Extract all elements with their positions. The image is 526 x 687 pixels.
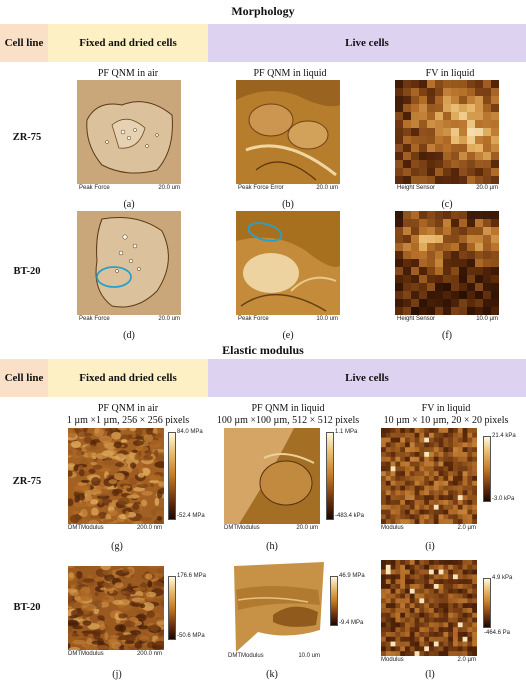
- colorbar-g: [168, 432, 176, 520]
- caption-g: (g): [111, 541, 123, 552]
- afm-image-a: [77, 80, 181, 184]
- caption-b: (b): [282, 199, 294, 210]
- afm-image-h: [224, 428, 320, 524]
- caption-e: (e): [282, 330, 294, 341]
- colorbar-k: [330, 576, 338, 626]
- caption-l: (l): [425, 669, 435, 680]
- elastic-col-2-line1: PF QNM in liquid: [251, 403, 325, 414]
- panel-i-label: Modulus: [381, 525, 404, 531]
- morph-header-fixed: Fixed and dried cells: [48, 24, 208, 62]
- colorbar-k-top: 46.9 MPa: [339, 573, 365, 579]
- afm-image-b: [236, 80, 340, 184]
- afm-image-g: [68, 428, 164, 524]
- panel-d-scale: 20.0 um: [158, 316, 180, 322]
- elastic-row-label-zr75: ZR-75: [12, 476, 42, 487]
- caption-f: (f): [442, 330, 452, 341]
- afm-image-i: [381, 428, 477, 524]
- caption-d: (d): [123, 330, 135, 341]
- morph-col-head-2: PF QNM in liquid: [253, 68, 327, 79]
- colorbar-h-top: 1.1 MPa: [335, 429, 358, 435]
- panel-f-scale: 10.0 µm: [476, 316, 498, 322]
- afm-image-l: [381, 560, 477, 656]
- morphology-title: Morphology: [231, 4, 295, 18]
- panel-j-scale: 200.0 nm: [136, 651, 162, 657]
- panel-d-label: Peak Force: [79, 316, 110, 322]
- colorbar-h: [326, 432, 334, 520]
- afm-image-e: [236, 211, 340, 315]
- elastic-col-1-line2: 1 µm ×1 µm, 256 × 256 pixels: [66, 415, 190, 426]
- elastic-col-head-1: PF QNM in air 1 µm ×1 µm, 256 × 256 pixe…: [48, 403, 208, 427]
- colorbar-j: [168, 576, 176, 640]
- panel-g-label: DMTModulus: [68, 525, 104, 531]
- panel-a-label: Peak Force: [79, 185, 110, 191]
- colorbar-g-bottom: -52.4 MPa: [177, 513, 205, 519]
- panel-b-label: Peak Force Error: [238, 185, 284, 191]
- panel-f-label: Height Sensor: [397, 316, 436, 322]
- panel-h-label: DMTModulus: [224, 525, 260, 531]
- elastic-row-label-bt20: BT-20: [13, 602, 41, 613]
- morph-header-live: Live cells: [208, 24, 526, 62]
- panel-c-scale: 20.0 µm: [476, 185, 498, 191]
- panel-b-scale: 20.0 um: [316, 185, 338, 191]
- panel-k-scale: 10.0 um: [298, 653, 320, 659]
- afm-image-d: [77, 211, 181, 315]
- panel-g-scale: 200.0 nm: [136, 525, 162, 531]
- panel-l-scale: 2.0 µm: [457, 657, 476, 663]
- panel-h-scale: 20.0 um: [296, 525, 318, 531]
- panel-e-label: Peak Force: [238, 316, 269, 322]
- afm-image-j: [68, 566, 164, 650]
- panel-c-label: Height Sensor: [397, 185, 436, 191]
- elastic-header-cell-line: Cell line: [0, 359, 48, 397]
- elastic-col-3-line1: FV in liquid: [421, 403, 471, 414]
- morph-col-head-1: PF QNM in air: [97, 68, 159, 79]
- afm-image-k: [228, 560, 326, 652]
- panel-a-scale: 20.0 um: [158, 185, 180, 191]
- morph-col-head-3: FV in liquid: [425, 68, 475, 79]
- panel-j-label: DMTModulus: [68, 651, 104, 657]
- panel-l-label: Modulus: [381, 657, 404, 663]
- colorbar-k-bottom: -9.4 MPa: [339, 620, 364, 626]
- elastic-header-live: Live cells: [208, 359, 526, 397]
- caption-k: (k): [266, 669, 278, 680]
- panel-i-scale: 2.0 µm: [457, 525, 476, 531]
- elastic-col-3-line2: 10 µm × 10 µm, 20 × 20 pixels: [383, 415, 509, 426]
- morph-header-cell-line: Cell line: [0, 24, 48, 62]
- colorbar-i-bottom: -3.0 kPa: [492, 496, 515, 502]
- afm-image-c: [395, 80, 499, 184]
- elastic-col-1-line1: PF QNM in air: [97, 403, 159, 414]
- colorbar-i: [483, 436, 491, 502]
- caption-c: (c): [441, 199, 453, 210]
- colorbar-g-top: 84.0 MPa: [177, 429, 203, 435]
- afm-image-f: [395, 211, 499, 315]
- caption-h: (h): [266, 541, 278, 552]
- panel-e-scale: 10.0 um: [316, 316, 338, 322]
- caption-a: (a): [123, 199, 135, 210]
- elastic-title: Elastic modulus: [222, 343, 304, 357]
- caption-i: (i): [425, 541, 435, 552]
- caption-j: (j): [112, 669, 122, 680]
- morph-row-label-zr75: ZR-75: [12, 132, 42, 143]
- elastic-header-fixed: Fixed and dried cells: [48, 359, 208, 397]
- colorbar-i-top: 21.4 kPa: [492, 433, 516, 439]
- colorbar-l-top: 4.9 kPa: [492, 575, 513, 581]
- elastic-col-head-2: PF QNM in liquid 100 µm ×100 µm, 512 × 5…: [208, 403, 368, 427]
- morph-row-label-bt20: BT-20: [13, 266, 41, 277]
- elastic-col-head-3: FV in liquid 10 µm × 10 µm, 20 × 20 pixe…: [366, 403, 526, 427]
- colorbar-l-bottom: -464.6 Pa: [484, 630, 511, 636]
- colorbar-j-top: 176.6 MPa: [177, 573, 207, 579]
- elastic-col-2-line2: 100 µm ×100 µm, 512 × 512 pixels: [216, 415, 360, 426]
- colorbar-h-bottom: -483.4 kPa: [335, 513, 365, 519]
- colorbar-l: [483, 578, 491, 628]
- panel-k-label: DMTModulus: [228, 653, 264, 659]
- colorbar-j-bottom: -50.6 MPa: [177, 633, 205, 639]
